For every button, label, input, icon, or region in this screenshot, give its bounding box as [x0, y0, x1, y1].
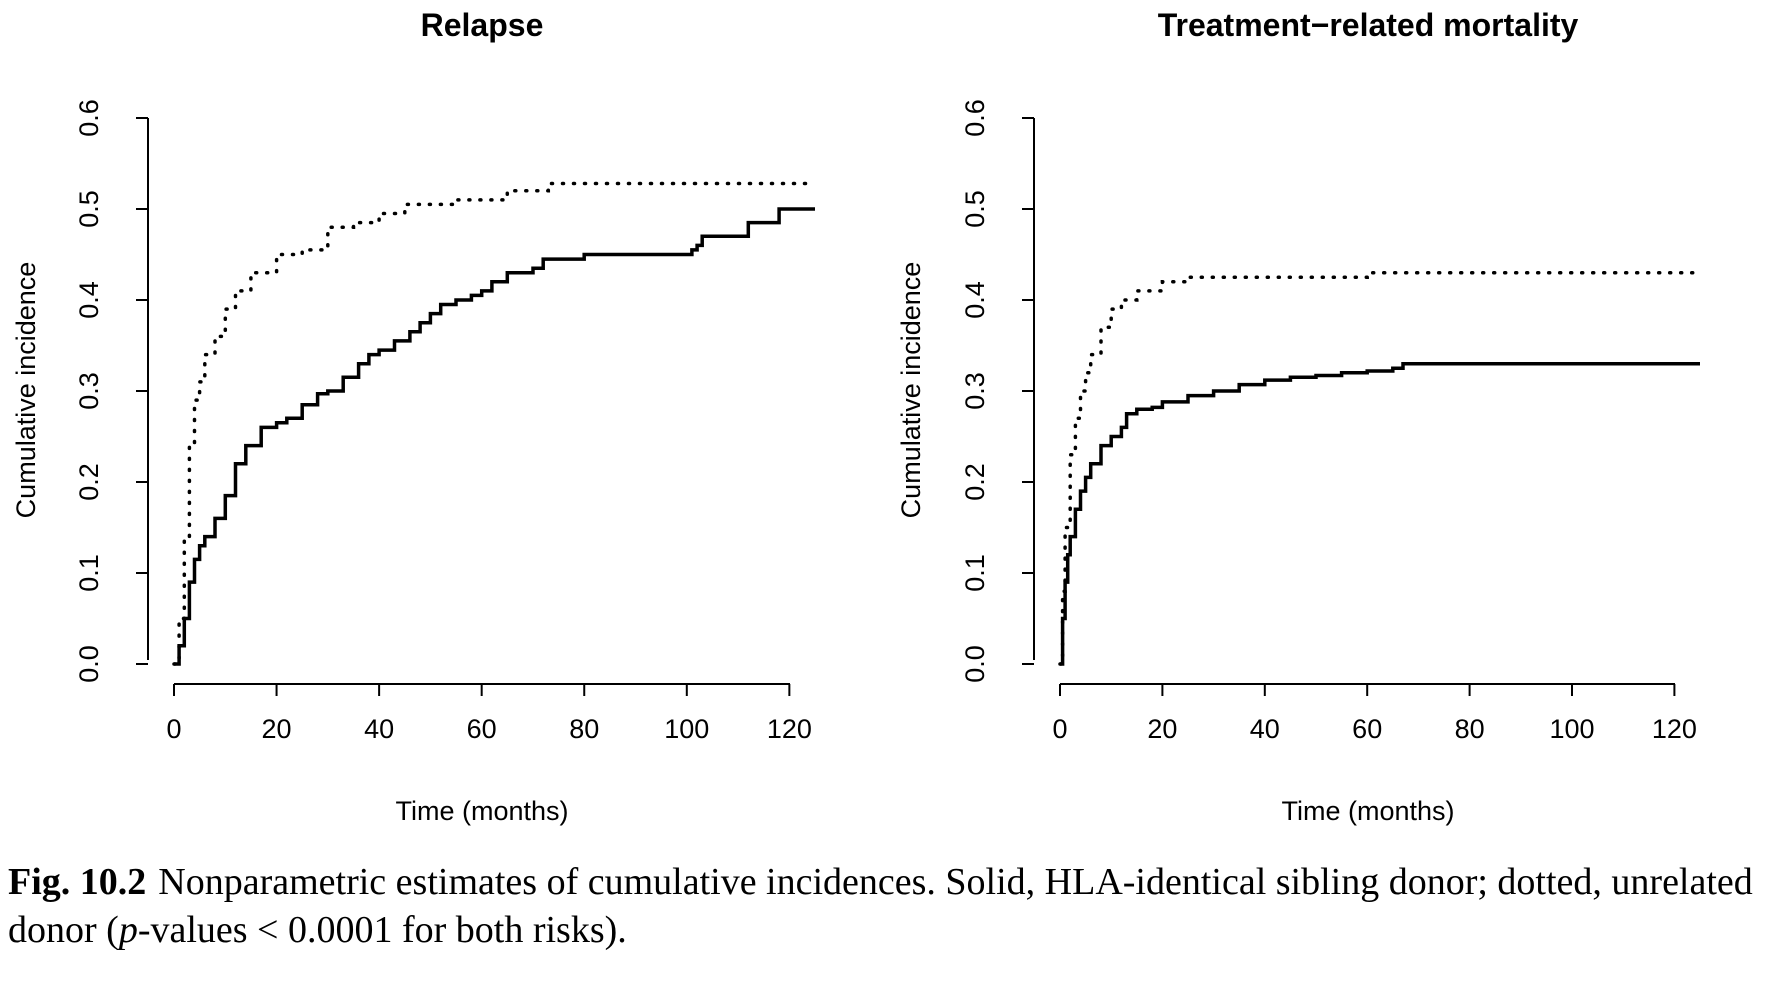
relapse-y-axis-title: Cumulative incidence [11, 262, 41, 519]
trm-series-solid [1060, 361, 1700, 666]
trm-panel: Treatment−related mortality Time (months… [896, 7, 1702, 826]
relapse-x-tick-label-6: 120 [767, 714, 812, 744]
caption-label: Fig. 10.2 [8, 861, 147, 903]
relapse-series-dotted [172, 181, 817, 666]
trm-y-tick-label-5: 0.5 [960, 190, 990, 228]
trm-series-dotted [1058, 270, 1702, 666]
trm-x-tick-label-6: 120 [1652, 714, 1697, 744]
relapse-y-ticks: 0.0 0.1 0.2 0.3 0.4 0.5 0.6 [74, 99, 148, 683]
relapse-series [172, 181, 817, 666]
trm-x-tick-label-4: 80 [1455, 714, 1485, 744]
relapse-x-ticks: 0 20 40 60 80 100 120 [166, 684, 812, 744]
trm-x-axis-title: Time (months) [1281, 796, 1454, 826]
trm-x-tick-label-3: 60 [1352, 714, 1382, 744]
trm-series [1058, 270, 1702, 666]
trm-y-tick-label-6: 0.6 [960, 99, 990, 137]
relapse-y-tick-label-2: 0.2 [74, 463, 104, 501]
relapse-series-solid [174, 207, 815, 666]
relapse-y-tick-label-1: 0.1 [74, 554, 104, 592]
relapse-x-tick-label-1: 20 [262, 714, 292, 744]
relapse-title: Relapse [421, 7, 544, 43]
relapse-x-tick-label-5: 100 [664, 714, 709, 744]
trm-y-ticks: 0.0 0.1 0.2 0.3 0.4 0.5 0.6 [960, 99, 1034, 683]
relapse-y-tick-label-0: 0.0 [74, 645, 104, 683]
relapse-panel: Relapse Time (months) Cumulative inciden… [11, 7, 817, 826]
trm-x-tick-label-5: 100 [1549, 714, 1594, 744]
caption-p-italic: p [118, 909, 138, 951]
figure: Relapse Time (months) Cumulative inciden… [11, 7, 1702, 826]
relapse-x-tick-label-0: 0 [166, 714, 181, 744]
relapse-y-tick-label-5: 0.5 [74, 190, 104, 228]
relapse-x-axis-title: Time (months) [395, 796, 568, 826]
trm-y-tick-label-1: 0.1 [960, 554, 990, 592]
trm-y-tick-label-2: 0.2 [960, 463, 990, 501]
trm-y-tick-label-3: 0.3 [960, 372, 990, 410]
trm-y-tick-label-4: 0.4 [960, 281, 990, 319]
relapse-x-tick-label-2: 40 [364, 714, 394, 744]
trm-y-tick-label-0: 0.0 [960, 645, 990, 683]
relapse-x-tick-label-4: 80 [569, 714, 599, 744]
relapse-x-tick-label-3: 60 [467, 714, 497, 744]
relapse-y-tick-label-3: 0.3 [74, 372, 104, 410]
trm-x-tick-label-2: 40 [1250, 714, 1280, 744]
trm-x-tick-label-0: 0 [1052, 714, 1067, 744]
relapse-y-tick-label-4: 0.4 [74, 281, 104, 319]
caption-text-part1: Nonparametric estimates of cumulative in… [8, 861, 1753, 951]
trm-title: Treatment−related mortality [1158, 7, 1579, 43]
trm-x-ticks: 0 20 40 60 80 100 120 [1052, 684, 1697, 744]
trm-x-tick-label-1: 20 [1147, 714, 1177, 744]
figure-caption: Fig. 10.2 Nonparametric estimates of cumu… [8, 858, 1768, 954]
relapse-y-tick-label-6: 0.6 [74, 99, 104, 137]
caption-text-part2: -values < 0.0001 for both risks). [137, 909, 627, 951]
trm-y-axis-title: Cumulative incidence [896, 262, 926, 519]
